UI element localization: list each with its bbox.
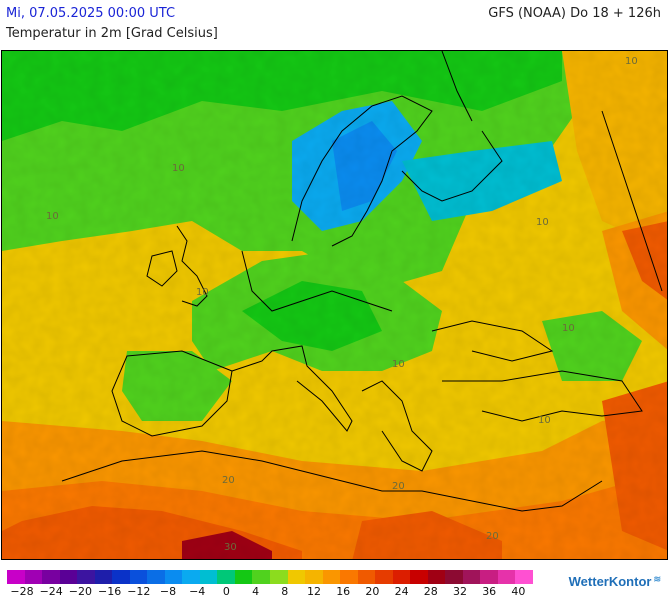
wetterkontor-logo: WetterKontor ≋ xyxy=(569,574,661,589)
legend-swatch xyxy=(77,570,95,584)
coast-kola xyxy=(441,51,473,122)
legend-swatch xyxy=(94,570,113,584)
legend-tick-label: 8 xyxy=(281,585,289,598)
coast-britain xyxy=(176,225,208,307)
field-texture xyxy=(2,51,667,559)
legend-swatch xyxy=(305,570,323,584)
legend-tick-label: −12 xyxy=(127,585,151,598)
legend-tick-label: 16 xyxy=(336,585,351,598)
coast-ireland xyxy=(146,250,178,287)
coast-black-sea xyxy=(431,320,554,362)
legend-tick-label: 36 xyxy=(482,585,497,598)
legend-swatch xyxy=(7,570,25,584)
legend-tick-label: 0 xyxy=(222,585,230,598)
legend-tick-label: 12 xyxy=(307,585,321,598)
coast-italy xyxy=(231,345,353,432)
legend-swatch xyxy=(515,570,533,584)
legend-swatch xyxy=(217,570,235,584)
legend-swatch xyxy=(480,570,498,584)
logo-waves-icon: ≋ xyxy=(653,574,661,584)
legend-swatch xyxy=(199,570,218,584)
temperature-map: 10 10 10 10 10 10 10 10 20 20 20 30 xyxy=(1,50,668,560)
legend-tick-label: −16 xyxy=(97,585,122,598)
isotherm-label: 10 xyxy=(392,359,405,370)
border-urals xyxy=(601,110,663,292)
legend-tick-label: 40 xyxy=(511,585,526,598)
legend-swatch xyxy=(182,570,200,584)
coast-finland xyxy=(401,130,503,202)
border-central-europe xyxy=(241,250,393,312)
legend-tick-label: 24 xyxy=(394,585,409,598)
coastlines xyxy=(61,51,663,512)
legend-tick-label: 28 xyxy=(423,585,438,598)
logo-text: WetterKontor xyxy=(568,574,652,589)
legend-swatch xyxy=(462,570,481,584)
legend-swatch xyxy=(392,570,411,584)
isotherm-label: 10 xyxy=(172,163,185,174)
legend-swatch xyxy=(427,570,446,584)
legend-swatch xyxy=(340,570,358,584)
parameter-title: Temperatur in 2m [Grad Celsius] xyxy=(6,26,218,41)
coast-scandinavia xyxy=(291,95,433,247)
legend-tick-label: 20 xyxy=(365,585,380,598)
coast-anatolia xyxy=(442,370,643,422)
legend-tick-label: 32 xyxy=(453,585,467,598)
legend-tick-label: −20 xyxy=(68,585,92,598)
legend-swatch xyxy=(59,570,78,584)
legend-swatch xyxy=(357,570,376,584)
forecast-date: Mi, 07.05.2025 00:00 UTC xyxy=(6,6,176,21)
legend-swatch xyxy=(497,570,516,584)
coast-iberia xyxy=(111,350,233,437)
legend-swatch xyxy=(445,570,463,584)
isotherm-label: 20 xyxy=(392,481,405,492)
isotherm-label: 20 xyxy=(222,475,235,486)
isotherm-label: 20 xyxy=(486,531,499,542)
legend-tick-label: −24 xyxy=(39,585,63,598)
map-svg: 10 10 10 10 10 10 10 10 20 20 20 30 xyxy=(2,51,667,559)
legend-swatch xyxy=(112,570,130,584)
color-legend xyxy=(7,570,533,584)
coast-north-africa xyxy=(61,450,603,512)
legend-swatch xyxy=(147,570,165,584)
coast-balkans xyxy=(361,380,433,472)
isotherm-label: 30 xyxy=(224,542,237,553)
legend-swatch xyxy=(42,570,60,584)
legend-swatch xyxy=(234,570,253,584)
legend-swatch xyxy=(287,570,306,584)
isotherm-label: 10 xyxy=(196,287,209,298)
legend-tick-label: −4 xyxy=(189,585,206,598)
isotherm-label: 10 xyxy=(562,323,575,334)
legend-tick-label: −28 xyxy=(10,585,34,598)
legend-swatch xyxy=(252,570,270,584)
model-run: GFS (NOAA) Do 18 + 126h xyxy=(488,6,661,21)
legend-tick-label: −8 xyxy=(159,585,177,598)
isotherm-label: 10 xyxy=(538,415,551,426)
legend-swatch xyxy=(410,570,428,584)
legend-swatch xyxy=(24,570,43,584)
legend-swatch xyxy=(164,570,183,584)
legend-ticks: −28 −24 −20 −16 −12 −8 −4 0 4 8 12 16 20 24 28 32 36 40 xyxy=(0,586,560,600)
legend-swatch xyxy=(269,570,288,584)
legend-swatch xyxy=(375,570,393,584)
isotherm-label: 10 xyxy=(46,211,59,222)
isotherm-label: 10 xyxy=(536,217,549,228)
legend-swatch xyxy=(129,570,148,584)
legend-tick-label: 4 xyxy=(252,585,260,598)
legend-swatch xyxy=(322,570,341,584)
isotherm-label: 10 xyxy=(625,56,638,67)
